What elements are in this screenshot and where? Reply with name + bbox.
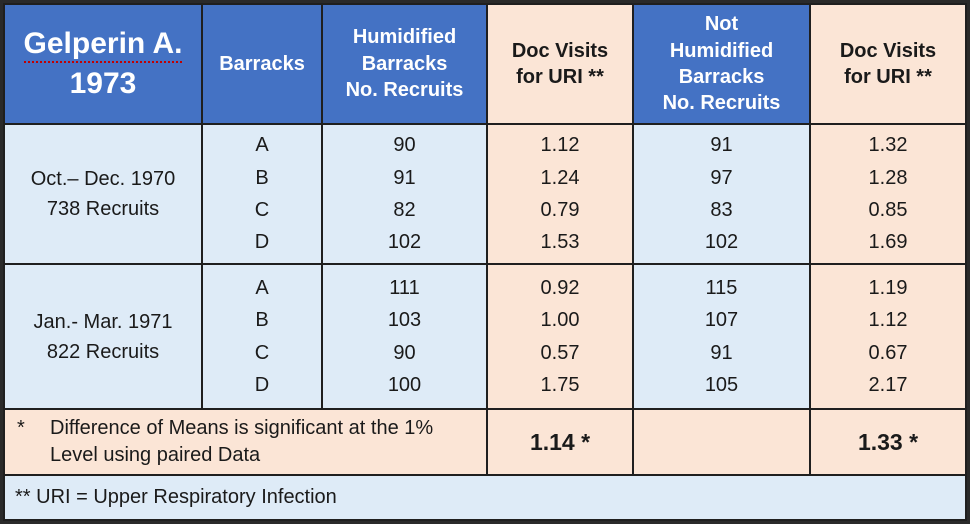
empty-cell	[632, 408, 811, 476]
significance-note-cell: * Difference of Means is significant at …	[3, 408, 488, 476]
gelperin-table: Gelperin A. 1973 Barracks Humidified Bar…	[3, 3, 967, 521]
recruit-count: 83	[710, 199, 733, 221]
doc-visits-not-humidified-1971: 1.19 1.12 0.67 2.17	[809, 263, 967, 410]
visit-rate: 0.85	[868, 199, 908, 221]
period-dates: Jan.- Mar. 1971	[33, 310, 173, 333]
visit-rate: 1.32	[868, 134, 908, 157]
barrack-label: A	[255, 276, 269, 299]
header-row: Gelperin A. 1973 Barracks Humidified Bar…	[3, 3, 967, 125]
visit-rate: 1.24	[540, 166, 580, 189]
visit-rate: 1.53	[540, 231, 580, 254]
doc-visits-not-humidified-1970: 1.32 1.28 0.85 1.69	[809, 123, 967, 265]
recruit-count: 102	[704, 231, 739, 254]
barrack-label: C	[254, 341, 270, 364]
not-humidified-recruits-1971: 115 107 91 105	[632, 263, 811, 410]
recruit-count: 102	[387, 231, 422, 254]
visit-rate: 0.92	[540, 276, 580, 299]
barrack-label: B	[255, 166, 269, 189]
visit-rate: 1.75	[540, 373, 580, 396]
visit-rate: 0.67	[868, 341, 908, 364]
visit-rate: 1.00	[540, 309, 580, 332]
period-label-1970: Oct.– Dec. 1970 738 Recruits	[3, 123, 203, 265]
barrack-label: B	[255, 309, 269, 332]
barracks-letters-1971: A B C D	[201, 263, 323, 410]
doc-visits-humidified-1970: 1.12 1.24 0.79 1.53	[486, 123, 634, 265]
significance-row: * Difference of Means is significant at …	[3, 408, 967, 476]
humidified-recruits-1970: 90 91 82 102	[321, 123, 488, 265]
study-author: Gelperin A.	[6, 24, 200, 65]
header-barracks: Barracks	[201, 3, 323, 125]
mean-doc-visits-not-humidified: 1.33 *	[809, 408, 967, 476]
recruit-count: 107	[704, 309, 739, 332]
period-dates: Oct.– Dec. 1970	[30, 168, 176, 190]
header-doc-visits-not-humidified: Doc Visits for URI **	[809, 3, 967, 125]
visit-rate: 1.28	[868, 166, 908, 189]
barrack-label: A	[255, 134, 269, 157]
recruit-count: 91	[710, 341, 733, 364]
barrack-label: C	[254, 199, 270, 221]
period-recruits: 738 Recruits	[46, 198, 160, 220]
recruit-count: 111	[389, 276, 420, 299]
header-humidified-recruits: Humidified Barracks No. Recruits	[321, 3, 488, 125]
recruit-count: 82	[393, 199, 416, 221]
asterisk-marker: *	[17, 417, 25, 439]
uri-definition-text: ** URI = Upper Respiratory Infection	[15, 486, 337, 508]
recruit-count: 115	[705, 276, 738, 299]
recruit-count: 91	[710, 134, 733, 157]
recruit-count: 103	[387, 309, 422, 332]
header-doc-visits-humidified: Doc Visits for URI **	[486, 3, 634, 125]
table-title-cell: Gelperin A. 1973	[3, 3, 203, 125]
visit-rate: 0.57	[540, 341, 580, 364]
visit-rate: 1.12	[868, 309, 908, 332]
period-recruits: 822 Recruits	[46, 340, 160, 363]
doc-visits-humidified-1971: 0.92 1.00 0.57 1.75	[486, 263, 634, 410]
uri-definition-cell: ** URI = Upper Respiratory Infection	[3, 474, 967, 521]
period-label-1971: Jan.- Mar. 1971 822 Recruits	[3, 263, 203, 410]
barrack-label: D	[254, 373, 270, 396]
recruit-count: 100	[387, 373, 422, 396]
recruit-count: 105	[704, 373, 739, 396]
header-not-humidified-recruits: Not Humidified Barracks No. Recruits	[632, 3, 811, 125]
visit-rate: 1.69	[868, 231, 908, 254]
visit-rate: 1.12	[540, 134, 580, 157]
not-humidified-recruits-1970: 91 97 83 102	[632, 123, 811, 265]
recruit-count: 90	[393, 134, 416, 157]
visit-rate: 1.19	[868, 276, 908, 299]
significance-note: * Difference of Means is significant at …	[6, 411, 485, 473]
visit-rate: 0.79	[540, 199, 580, 221]
uri-definition-row: ** URI = Upper Respiratory Infection	[3, 474, 967, 521]
barracks-letters-1970: A B C D	[201, 123, 323, 265]
recruit-count: 90	[393, 341, 416, 364]
visit-rate: 2.17	[868, 373, 908, 396]
recruit-count: 91	[393, 166, 416, 189]
recruit-count: 97	[710, 166, 733, 189]
study-author-text: Gelperin A.	[23, 26, 183, 63]
humidified-recruits-1971: 111 103 90 100	[321, 263, 488, 410]
study-year: 1973	[69, 67, 137, 100]
period-row-1970: Oct.– Dec. 1970 738 Recruits A B C D 90 …	[3, 123, 967, 265]
barrack-label: D	[254, 231, 270, 254]
period-row-1971: Jan.- Mar. 1971 822 Recruits A B C D 111…	[3, 263, 967, 410]
significance-text: Difference of Means is significant at th…	[50, 417, 434, 466]
mean-doc-visits-humidified: 1.14 *	[486, 408, 634, 476]
